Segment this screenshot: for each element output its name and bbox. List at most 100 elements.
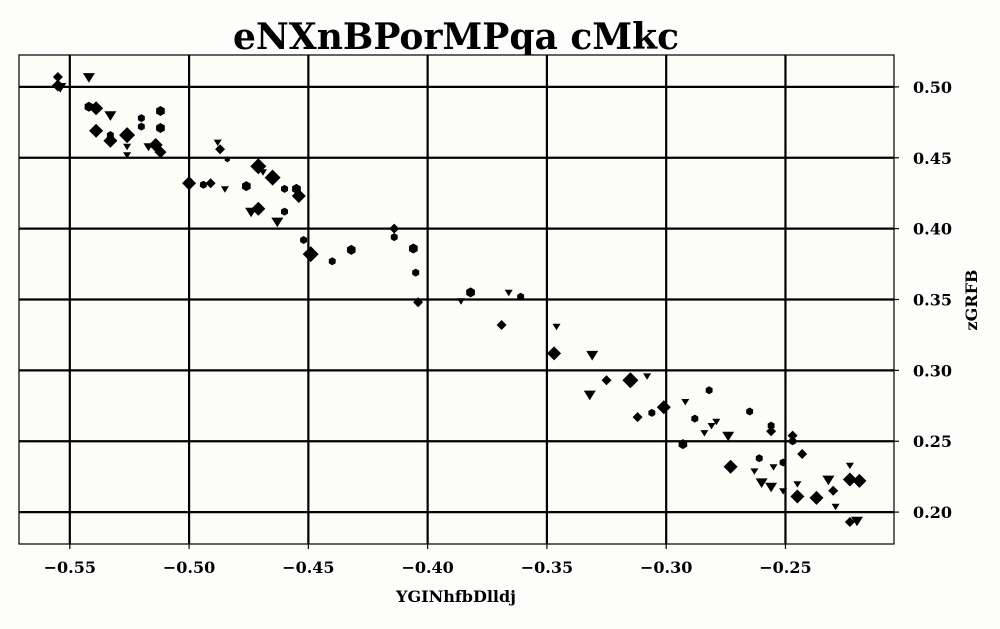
scatter-point-diamond: [413, 297, 424, 308]
y-axis-ticks: 0.20 0.25 0.30 0.35 0.40 0.45 0.50: [894, 78, 952, 522]
scatter-point-hexagon: [705, 386, 713, 395]
scatter-point-triangle: [213, 139, 222, 146]
scatter-point-diamond: [52, 72, 63, 82]
scatter-point-hexagon: [390, 233, 398, 242]
scatter-point-triangle: [271, 217, 284, 228]
scatter-point-hexagon: [137, 122, 145, 131]
y-tick-label: 0.50: [913, 78, 952, 97]
scatter-point-triangle: [831, 503, 840, 511]
scatter-point-hexagon: [137, 114, 145, 123]
x-tick-label: −0.35: [521, 558, 573, 577]
scatter-point-triangle: [643, 373, 652, 380]
scatter-point-diamond: [842, 472, 857, 487]
scatter-point-diamond: [787, 430, 798, 441]
scatter-point-diamond: [622, 372, 639, 389]
y-tick-label: 0.20: [913, 503, 952, 522]
scatter-point-diamond: [215, 144, 226, 155]
scatter-point-hexagon: [224, 156, 230, 163]
scatter-point-triangle: [707, 423, 716, 430]
scatter-point-triangle: [104, 111, 117, 121]
scatter-point-triangle: [769, 464, 778, 471]
scatter-point-hexagon: [156, 123, 165, 133]
scatter-point-triangle: [54, 83, 67, 93]
scatter-point-diamond: [601, 375, 612, 386]
x-tick-label: −0.50: [163, 558, 215, 577]
scatter-point-diamond: [547, 346, 562, 361]
scatter-point-triangle: [755, 478, 768, 488]
scatter-point-diamond: [790, 489, 805, 504]
x-axis-label: YGINhfbDlldj: [395, 587, 516, 606]
scatter-point-hexagon: [347, 244, 356, 255]
y-axis-label: zGRFB: [962, 270, 981, 331]
x-tick-label: −0.30: [640, 558, 692, 577]
x-tick-label: −0.25: [759, 558, 811, 577]
scatter-point-diamond: [828, 485, 839, 496]
scatter-point-hexagon: [412, 268, 420, 277]
scatter-point-triangle: [583, 390, 596, 401]
scatter-point-diamond: [119, 127, 136, 144]
scatter-point-triangle: [123, 143, 132, 151]
scatter-point-triangle: [851, 516, 863, 527]
scatter-point-diamond: [852, 473, 867, 488]
scatter-point-hexagon: [755, 454, 763, 463]
scatter-point-triangle: [845, 462, 854, 470]
scatter-point-triangle: [504, 289, 513, 297]
scatter-point-triangle: [722, 431, 735, 442]
x-axis-ticks: −0.55 −0.50 −0.45 −0.40 −0.35 −0.30 −0.25: [44, 544, 812, 577]
scatter-point-triangle: [779, 488, 788, 495]
scatter-point-hexagon: [328, 257, 336, 266]
scatter-point-triangle: [220, 186, 229, 193]
scatter-point-triangle: [457, 298, 465, 305]
scatter-point-diamond: [389, 223, 400, 234]
scatter-point-hexagon: [242, 181, 251, 192]
scatter-point-hexagon: [409, 243, 418, 254]
scatter-point-hexagon: [779, 458, 787, 467]
scatter-point-diamond: [89, 101, 104, 116]
scatter-point-hexagon: [767, 421, 775, 430]
grid-lines: [19, 55, 894, 544]
x-tick-label: −0.40: [401, 558, 453, 577]
scatter-point-diamond: [723, 459, 738, 474]
scatter-point-triangle: [259, 169, 267, 176]
scatter-point-diamond: [205, 178, 216, 189]
scatter-point-hexagon: [300, 236, 308, 244]
scatter-point-hexagon: [281, 207, 288, 216]
y-tick-label: 0.40: [913, 220, 952, 239]
scatter-point-diamond: [182, 176, 197, 191]
chart-title: eNXnBPorMPqa cMkc: [233, 16, 679, 58]
scatter-point-triangle: [712, 418, 721, 426]
scatter-point-triangle: [681, 399, 690, 406]
scatter-point-triangle: [750, 468, 759, 475]
scatter-point-diamond: [797, 449, 808, 459]
scatter-point-diamond: [632, 412, 643, 423]
data-points: [51, 72, 867, 527]
scatter-point-triangle: [700, 430, 709, 437]
scatter-point-diamond: [766, 426, 777, 437]
y-tick-label: 0.25: [913, 432, 952, 451]
scatter-point-diamond: [302, 246, 319, 263]
scatter-point-hexagon: [199, 180, 207, 189]
scatter-point-triangle: [822, 475, 835, 486]
y-tick-label: 0.35: [913, 291, 952, 310]
scatter-point-hexagon: [648, 408, 656, 417]
scatter-point-hexagon: [789, 437, 797, 446]
scatter-point-hexagon: [517, 292, 525, 301]
scatter-point-diamond: [809, 490, 824, 505]
x-tick-label: −0.45: [282, 558, 334, 577]
scatter-point-diamond: [264, 169, 281, 186]
scatter-point-triangle: [586, 350, 599, 361]
y-tick-label: 0.45: [913, 149, 952, 168]
scatter-point-hexagon: [281, 184, 288, 193]
scatter-point-diamond: [251, 201, 266, 216]
scatter-point-triangle: [123, 152, 132, 159]
scatter-point-diamond: [844, 517, 855, 527]
scatter-point-diamond: [89, 123, 104, 138]
scatter-point-hexagon: [678, 439, 688, 450]
scatter-point-hexagon: [466, 287, 475, 298]
scatter-point-diamond: [496, 320, 507, 330]
x-tick-label: −0.55: [44, 558, 96, 577]
scatter-point-diamond: [291, 189, 306, 203]
scatter-point-diamond: [656, 400, 671, 415]
scatter-point-triangle: [82, 73, 95, 83]
